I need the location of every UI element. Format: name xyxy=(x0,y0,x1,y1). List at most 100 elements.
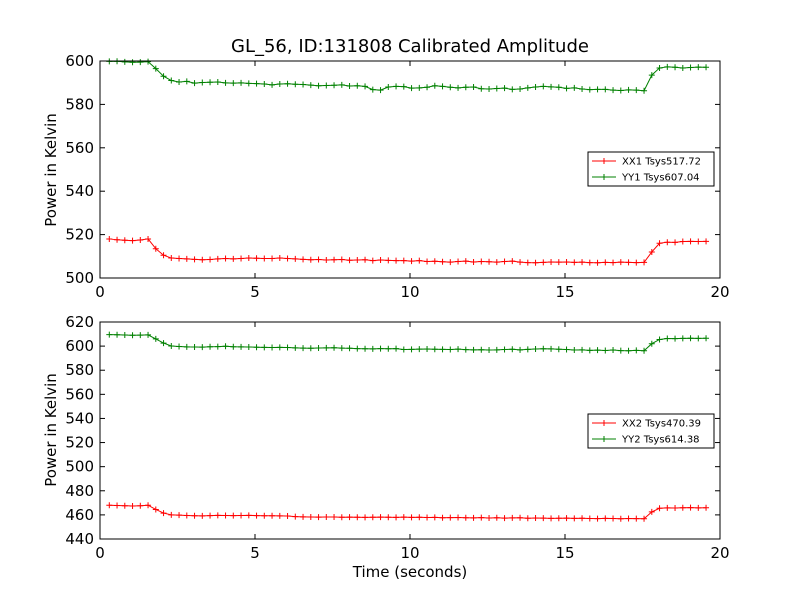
data-point-xx1-7 xyxy=(160,252,167,259)
data-point-yy1-51 xyxy=(501,85,508,92)
data-point-yy2-22 xyxy=(276,344,283,351)
data-point-xx1-21 xyxy=(269,255,276,262)
data-point-yy2-0 xyxy=(106,331,113,338)
data-point-yy1-5 xyxy=(145,58,152,65)
data-point-xx2-40 xyxy=(416,514,423,521)
data-point-yy2-52 xyxy=(509,346,516,353)
data-point-xx2-44 xyxy=(447,514,454,521)
data-point-yy1-7 xyxy=(160,73,167,80)
data-point-xx2-21 xyxy=(269,512,276,519)
data-point-xx2-32 xyxy=(354,514,361,521)
data-point-yy2-63 xyxy=(594,347,601,354)
data-point-xx2-68 xyxy=(633,515,640,522)
data-point-yy1-53 xyxy=(517,85,524,92)
data-point-xx1-30 xyxy=(338,256,345,263)
data-point-yy2-32 xyxy=(354,345,361,352)
data-point-xx1-3 xyxy=(129,237,136,244)
data-point-yy1-39 xyxy=(408,85,415,92)
data-point-yy1-31 xyxy=(346,82,353,89)
figure-title: GL_56, ID:131808 Calibrated Amplitude xyxy=(231,36,589,57)
data-point-yy2-14 xyxy=(214,343,221,350)
data-point-yy1-22 xyxy=(276,81,283,87)
data-point-yy1-38 xyxy=(400,83,407,90)
data-point-xx2-70 xyxy=(648,508,655,515)
data-point-yy1-63 xyxy=(594,86,601,93)
data-point-yy2-8 xyxy=(168,342,175,349)
data-point-xx2-75 xyxy=(687,504,694,511)
data-point-xx2-18 xyxy=(245,512,252,519)
x-axis-label: Time (seconds) xyxy=(352,563,468,581)
data-point-xx1-57 xyxy=(548,258,555,265)
data-point-xx2-3 xyxy=(129,502,136,509)
data-point-xx1-13 xyxy=(207,256,214,263)
data-point-yy2-74 xyxy=(679,335,686,342)
data-point-yy2-67 xyxy=(625,347,632,354)
data-point-yy2-69 xyxy=(641,347,648,354)
data-point-xx2-34 xyxy=(369,514,376,521)
data-point-yy1-44 xyxy=(447,84,454,91)
data-point-xx1-63 xyxy=(594,259,601,266)
data-point-xx1-39 xyxy=(408,258,415,265)
data-point-xx1-68 xyxy=(633,259,640,266)
data-point-yy2-56 xyxy=(540,345,547,352)
data-point-xx1-54 xyxy=(524,259,531,266)
data-point-xx2-55 xyxy=(532,515,539,522)
data-point-xx2-74 xyxy=(679,504,686,511)
data-point-xx1-43 xyxy=(439,258,446,265)
data-point-yy2-24 xyxy=(292,344,299,351)
data-point-yy2-30 xyxy=(338,345,345,352)
data-point-yy2-13 xyxy=(207,343,214,350)
data-point-xx1-38 xyxy=(400,257,407,264)
data-point-yy2-76 xyxy=(695,335,702,342)
data-point-yy2-9 xyxy=(176,343,183,350)
data-point-yy1-35 xyxy=(377,87,384,94)
legend-entry: YY2 Tsys614.38 xyxy=(621,435,700,446)
data-point-xx2-69 xyxy=(641,515,648,522)
data-point-yy2-29 xyxy=(331,344,338,351)
data-point-xx2-54 xyxy=(524,515,531,522)
data-point-xx2-0 xyxy=(106,502,113,509)
data-point-xx1-59 xyxy=(563,258,570,265)
data-point-yy1-19 xyxy=(253,80,260,87)
data-point-xx1-31 xyxy=(346,257,353,264)
data-point-xx2-1 xyxy=(114,502,121,509)
data-point-yy1-71 xyxy=(656,64,663,71)
data-point-xx2-25 xyxy=(300,513,307,520)
data-point-yy2-75 xyxy=(687,335,694,342)
data-point-yy2-25 xyxy=(300,345,307,352)
data-point-xx2-63 xyxy=(594,515,601,522)
data-point-yy2-66 xyxy=(617,347,624,354)
data-point-xx1-1 xyxy=(114,236,121,243)
data-point-xx2-6 xyxy=(152,506,159,513)
y-tick-label: 560 xyxy=(65,385,94,403)
data-point-xx1-9 xyxy=(176,255,183,262)
data-point-xx1-44 xyxy=(447,259,454,266)
data-point-yy1-30 xyxy=(338,81,345,88)
x-tick-label: 5 xyxy=(250,283,260,301)
data-point-xx1-8 xyxy=(168,255,175,262)
data-point-xx2-67 xyxy=(625,515,632,522)
data-point-yy2-46 xyxy=(462,346,469,353)
data-point-xx1-58 xyxy=(555,259,562,266)
x-tick-label: 15 xyxy=(555,283,574,301)
data-point-xx2-71 xyxy=(656,505,663,512)
data-point-yy2-72 xyxy=(664,335,671,342)
data-point-yy2-41 xyxy=(424,346,431,352)
data-point-xx2-2 xyxy=(121,502,128,509)
data-point-xx2-30 xyxy=(338,514,345,521)
data-point-xx1-5 xyxy=(145,235,152,242)
data-point-xx2-9 xyxy=(176,512,183,519)
data-point-xx2-22 xyxy=(276,512,283,519)
y-tick-label: 600 xyxy=(65,52,94,70)
data-point-yy2-64 xyxy=(602,347,609,354)
legend-marker xyxy=(601,420,607,426)
data-point-yy1-15 xyxy=(222,79,229,86)
data-point-xx1-48 xyxy=(478,258,485,265)
data-point-xx1-46 xyxy=(462,258,469,265)
data-point-yy1-68 xyxy=(633,87,640,94)
data-point-yy2-42 xyxy=(431,346,438,353)
data-point-xx1-55 xyxy=(532,259,539,266)
data-point-xx2-11 xyxy=(191,512,198,519)
data-point-xx1-72 xyxy=(664,239,671,246)
